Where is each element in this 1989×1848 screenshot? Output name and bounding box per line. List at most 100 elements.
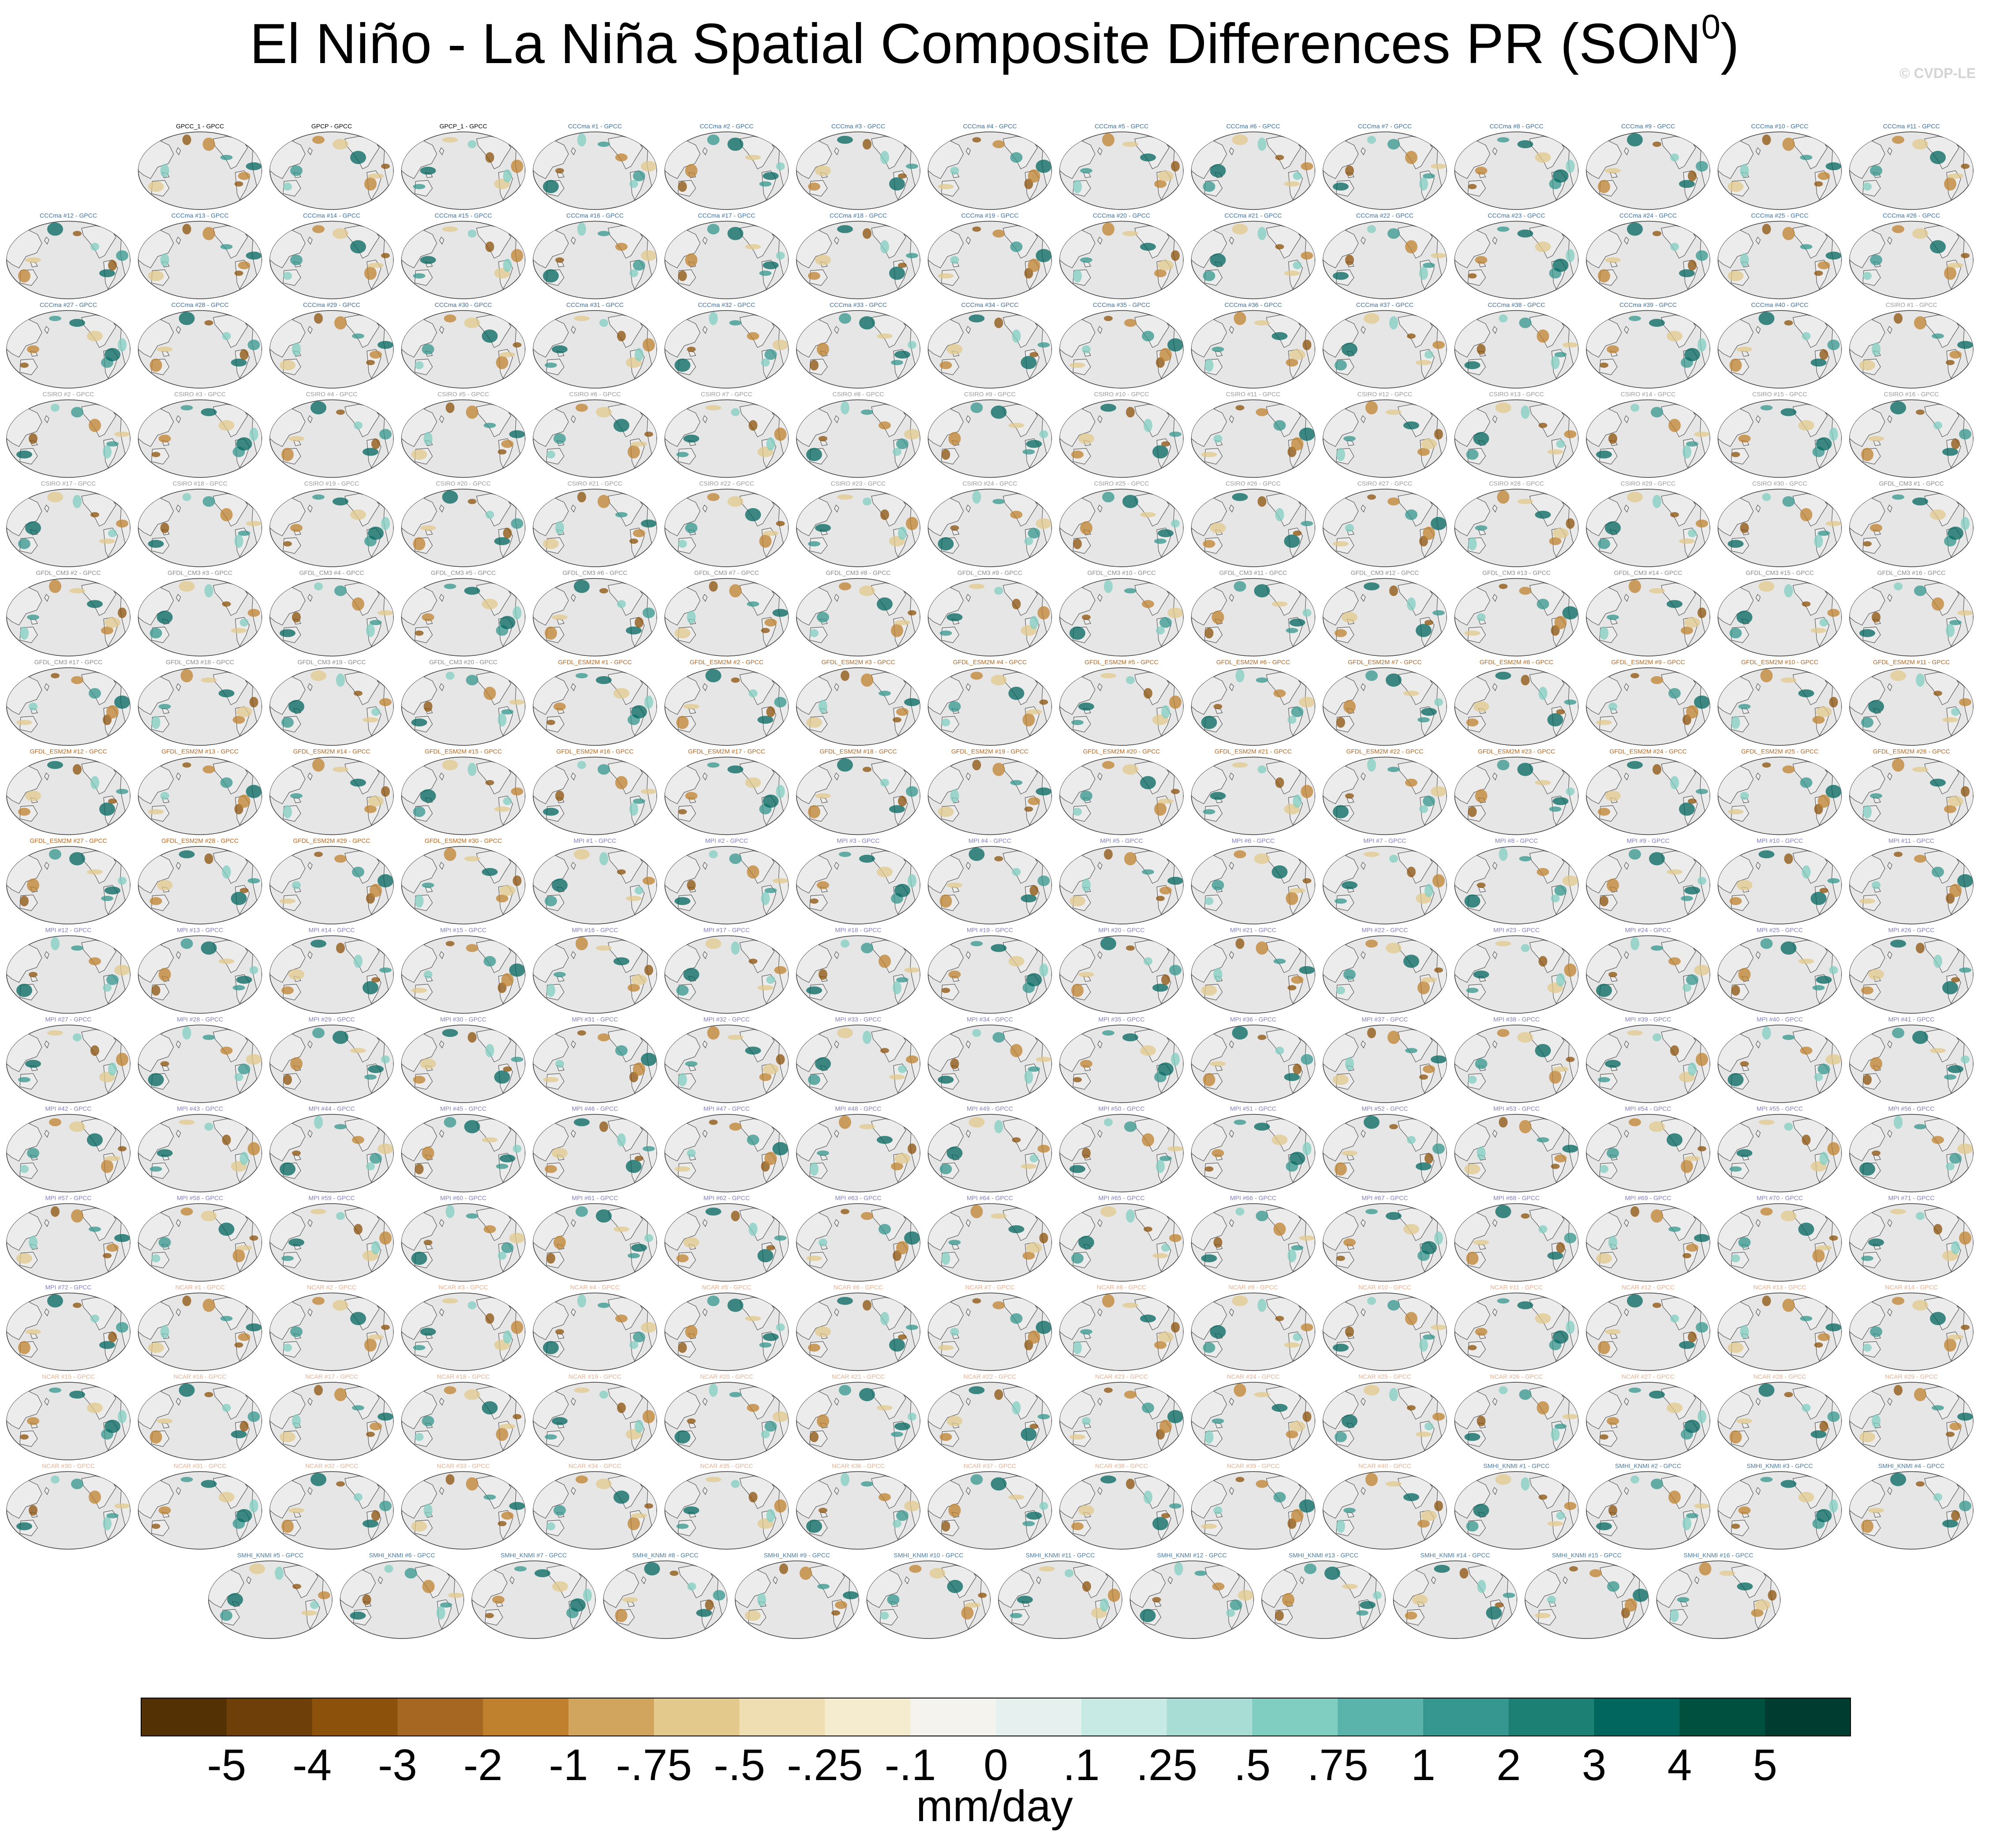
precip-anomaly-patch [764,618,777,627]
map-panel: GFDL_ESM2M #28 - GPCC [138,837,262,924]
panel-title: CCCma #27 - GPCC [40,301,97,308]
map-panel: MPI #3 - GPCC [796,837,920,924]
precip-anomaly-patch [598,231,610,236]
precip-anomaly-patch [1403,691,1419,696]
map-panel: NCAR #6 - GPCC [796,1284,920,1371]
map-panel: GFDL_CM3 #15 - GPCC [1717,569,1842,657]
precip-anomaly-patch [1169,696,1181,709]
precip-anomaly-patch [368,796,384,807]
precip-anomaly-patch [898,527,907,540]
precip-anomaly-patch [898,262,907,268]
precip-anomaly-patch [1497,759,1510,771]
panel-title: MPI #25 - GPCC [1757,927,1803,934]
panel-title: GFDL_ESM2M #2 - GPCC [690,658,763,666]
precip-anomaly-patch [1475,525,1488,531]
precip-anomaly-patch [880,1312,889,1325]
precip-anomaly-patch [1694,696,1710,709]
precip-anomaly-patch [1254,1122,1270,1131]
precip-anomaly-patch [1870,254,1882,266]
panel-title: GFDL_ESM2M #17 - GPCC [688,748,765,755]
precip-anomaly-patch [1677,1597,1690,1602]
precip-anomaly-patch [1464,1433,1481,1441]
continent-outline [834,683,839,692]
panel-title: CSIRO #16 - GPCC [1884,391,1939,398]
precip-anomaly-patch [1816,1245,1832,1250]
panel-title: NCAR #26 - GPCC [1490,1373,1543,1380]
precip-anomaly-patch [1291,437,1304,451]
precip-anomaly-patch [889,177,905,191]
precip-anomaly-patch [894,1153,910,1164]
precip-anomaly-patch [1535,241,1551,252]
panel-title: CSIRO #20 - GPCC [436,480,490,487]
precip-anomaly-patch [1600,1434,1608,1440]
precip-anomaly-patch [761,1430,770,1438]
precip-anomaly-patch [1367,758,1376,772]
precip-anomaly-patch [105,1420,120,1433]
precip-anomaly-patch [1403,1493,1419,1501]
precip-anomaly-patch [1627,222,1643,236]
colorbar-swatch [739,1698,825,1736]
map-panel: MPI #45 - GPCC [401,1105,526,1193]
precip-anomaly-patch [1159,348,1172,361]
precip-anomaly-patch [1740,1325,1749,1339]
precip-anomaly-patch [1551,894,1560,902]
panel-title: MPI #27 - GPCC [45,1016,91,1023]
panel-title: MPI #46 - GPCC [572,1105,618,1112]
precip-anomaly-patch [1668,1490,1681,1504]
map-panel: SMHI_KNMI #2 - GPCC [1586,1463,1710,1550]
precip-anomaly-patch [218,420,235,431]
map-panel: MPI #72 - GPCC [6,1284,131,1371]
continent-outline [1755,236,1761,245]
precip-anomaly-patch [1499,1386,1508,1394]
precip-anomaly-patch [509,700,525,705]
precip-anomaly-patch [20,626,29,640]
precip-anomaly-patch [1434,967,1443,973]
precip-anomaly-patch [1464,1163,1481,1175]
precip-anomaly-patch [599,588,608,594]
map-panel: CSIRO #17 - GPCC [6,480,131,567]
precip-anomaly-patch [336,1212,345,1220]
panel-title: SMHI_KNMI #12 - GPCC [1157,1552,1227,1559]
precip-anomaly-patch [1071,1253,1084,1264]
continent-outline [439,772,445,781]
precip-anomaly-patch [116,1053,128,1066]
precip-anomaly-patch [1036,787,1052,796]
colorbar-swatch [397,1698,483,1736]
precip-anomaly-patch [938,1076,954,1084]
precip-anomaly-patch [1021,1163,1037,1169]
map-panel: NCAR #31 - GPCC [138,1463,262,1550]
precip-anomaly-patch [1861,717,1873,728]
precip-anomaly-patch [1345,165,1354,176]
precip-anomaly-patch [1291,1245,1304,1250]
precip-anomaly-patch [69,319,85,327]
precip-anomaly-patch [1959,1231,1971,1245]
precip-anomaly-patch [1758,312,1775,325]
precip-anomaly-patch [151,452,161,457]
precip-anomaly-patch [1566,160,1575,173]
precip-anomaly-patch [877,597,893,611]
precip-anomaly-patch [950,167,959,175]
precip-anomaly-patch [759,181,772,187]
precip-anomaly-patch [494,537,510,545]
precip-anomaly-patch [413,184,426,189]
precip-anomaly-patch [503,797,512,805]
map-panel: GFDL_ESM2M #16 - GPCC [533,748,657,835]
precip-anomaly-patch [1424,884,1433,897]
precip-anomaly-patch [442,1029,458,1037]
globe-contents [1323,136,1447,201]
precip-anomaly-patch [496,356,508,369]
precip-anomaly-patch [1688,260,1697,271]
map-panel: MPI #32 - GPCC [664,1016,789,1103]
precip-anomaly-patch [1122,231,1138,236]
precip-anomaly-patch [1284,181,1300,187]
precip-anomaly-patch [1211,1418,1224,1424]
panel-title: MPI #24 - GPCC [1625,927,1671,934]
precip-anomaly-patch [1158,171,1174,181]
panel-title: MPI #20 - GPCC [1098,927,1144,934]
precip-anomaly-patch [683,1237,699,1248]
precip-anomaly-patch [204,1122,213,1131]
precip-anomaly-patch [1289,1152,1305,1165]
precip-anomaly-patch [1254,320,1270,325]
precip-anomaly-patch [1942,448,1958,456]
precip-anomaly-patch [570,1598,586,1612]
